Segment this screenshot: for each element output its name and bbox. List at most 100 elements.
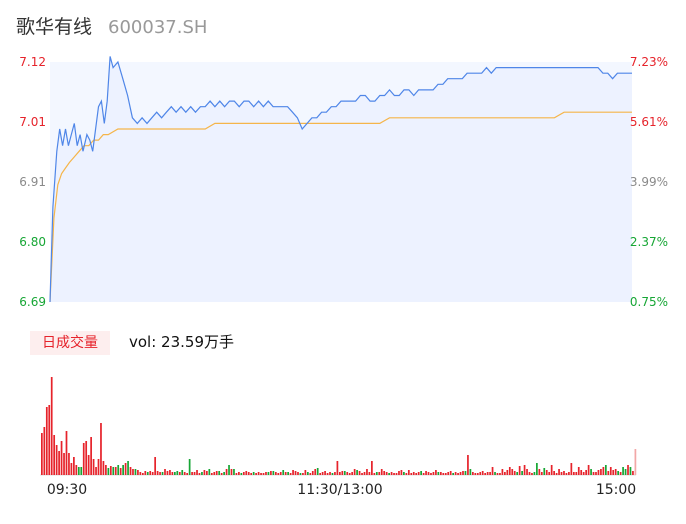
volume-bar [65,431,68,475]
volume-bars [41,377,637,475]
volume-bar [171,472,174,475]
volume-bar [385,472,388,475]
volume-bar [240,473,243,475]
volume-bar [132,469,134,475]
y-axis-left: 7.12 7.01 6.91 6.80 6.69 [19,55,46,309]
volume-bar [580,470,583,475]
volume-bar [516,472,519,475]
volume-bar [289,473,292,475]
volume-bar [479,472,482,475]
volume-bar [53,435,56,475]
volume-bar [403,472,405,475]
volume-bar [533,472,536,475]
volume-bar [75,465,78,475]
volume-bar [196,470,198,475]
volume-bar [614,469,617,475]
volume-bar [292,470,294,475]
volume-bar [627,465,629,475]
volume-bar [622,467,624,475]
volume-bar [159,472,161,475]
x-axis-ticks: 09:30 11:30/13:00 15:00 [47,482,636,498]
volume-bar [48,405,51,475]
volume-bar [272,471,275,475]
price-line [49,56,632,303]
volume-bar [587,465,590,475]
volume-bar [508,467,511,475]
volume-bar [427,472,430,475]
volume-bar [538,469,541,475]
volume-bar [602,467,605,475]
volume-bar [250,473,253,475]
volume-bar [383,471,386,475]
volume-bar [114,467,117,475]
volume-bar [262,473,265,475]
volume-bar [218,471,221,475]
volume-bar [373,473,376,475]
stock-name: 歌华有线 [16,16,93,38]
volume-bar [277,473,280,475]
volume-bar [304,470,307,475]
volume-bar [139,472,142,475]
volume-bar [92,459,95,475]
volume-bar [149,471,152,475]
volume-readout: vol: 23.59万手 [129,333,234,351]
volume-bar [73,457,75,475]
volume-bar [164,469,166,475]
volume-bar [430,473,432,475]
y-tick-label-left: 6.80 [19,235,46,249]
volume-bar [119,468,122,475]
volume-bar [452,473,455,475]
volume-bar [257,472,260,475]
volume-bar [173,472,176,475]
volume-bar [597,470,600,475]
volume-bar [341,471,344,475]
volume-bar [242,472,245,475]
volume-bar [206,471,208,475]
volume-bar [124,463,127,475]
volume-bar [107,468,110,475]
volume-bar [368,472,371,475]
volume-bar [287,472,289,475]
average-price-line [49,111,632,303]
volume-bar [95,467,97,475]
volume-bar [378,472,381,475]
y-tick-label-right: 7.23% [630,55,668,69]
volume-bar [405,473,408,475]
x-tick-label: 15:00 [596,482,636,498]
x-tick-label: 11:30/13:00 [297,482,382,498]
volume-bar [398,471,400,475]
volume-bar [215,471,218,475]
volume-bar [361,473,363,475]
volume-bar [346,472,349,475]
volume-bar [43,427,46,475]
volume-bar [260,473,262,475]
volume-bar [141,473,144,475]
volume-bar [469,469,472,475]
volume-bar [550,465,553,475]
volume-bar [55,445,58,475]
y-tick-label-right: 5.61% [630,115,668,129]
volume-bar [501,469,504,475]
volume-bar [252,472,255,475]
volume-bar [407,470,410,475]
volume-bar [545,470,548,475]
volume-bar [193,472,196,475]
volume-bar [109,466,112,475]
volume-bar [607,471,610,475]
volume-bar [156,471,159,475]
volume-bar [435,470,437,475]
volume-bar [129,467,132,475]
volume-bar [326,473,329,475]
volume-bar [459,472,462,475]
volume-bar [127,461,129,475]
volume-bar [494,472,496,475]
volume-bar [169,470,171,475]
volume-bar [536,463,538,475]
volume-bar [563,471,565,475]
volume-bar [484,473,487,475]
volume-tag: 日成交量 [30,331,110,355]
volume-bar [306,472,309,475]
volume-bar [582,472,585,475]
volume-bar [233,469,235,475]
volume-bar [68,453,70,475]
